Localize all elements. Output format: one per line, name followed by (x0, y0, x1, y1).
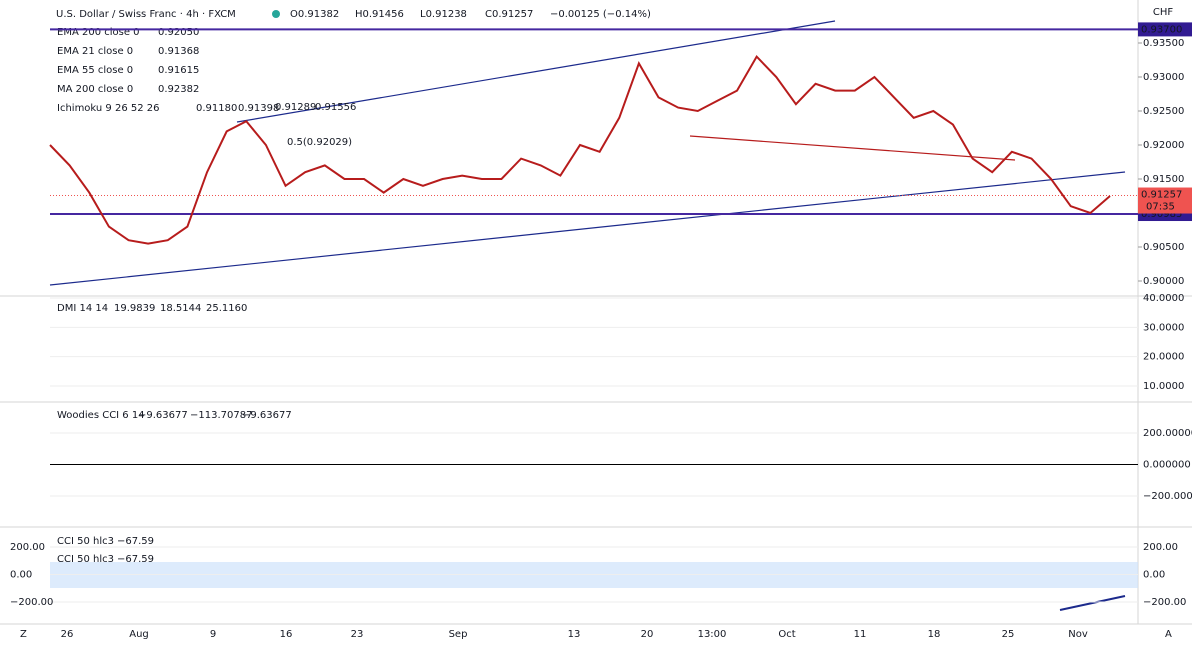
x-tick-label: 16 (280, 629, 293, 640)
fib-label: 0.5(0.92029) (287, 137, 352, 148)
legend-value: 0.91398 (238, 103, 279, 114)
ohlc: O0.91382 (290, 9, 339, 20)
y-tick-label: 200.000000 (1143, 428, 1192, 439)
y-tick-label: −200.00 (10, 597, 53, 608)
pane-value: −113.70787 (190, 410, 252, 421)
legend-value: 0.92050 (158, 27, 199, 38)
legend-name: EMA 55 close 0 (57, 65, 133, 76)
x-tick-label: 26 (61, 629, 74, 640)
y-tick-label: 0.00 (1143, 570, 1165, 581)
last-tag (1138, 187, 1192, 214)
last-price: 0.91257 (1141, 190, 1182, 201)
y-tick-label: 30.0000 (1143, 322, 1184, 333)
currency: CHF (1153, 7, 1174, 18)
level-label: 0.90985 (1141, 209, 1182, 220)
symbol: U.S. Dollar / Swiss Franc · 4h · FXCM (56, 9, 236, 20)
ohlc: L0.91238 (420, 9, 467, 20)
pane-title: CCI 50 hlc3 (57, 536, 114, 547)
pane-value: −9.63677 (138, 410, 188, 421)
pane-value: −9.63677 (242, 410, 292, 421)
legend-value: 0.91368 (158, 46, 199, 57)
legend-name: EMA 200 close 0 (57, 27, 140, 38)
y-tick-label: 200.00 (1143, 542, 1178, 553)
x-tick-label: 9 (210, 629, 216, 640)
x-tick-label: Nov (1068, 629, 1088, 640)
legend-value: 0.91615 (158, 65, 199, 76)
x-tick-label: 11 (854, 629, 867, 640)
y-tick-label: 200.00 (10, 542, 45, 553)
pane-title: Woodies CCI 6 14 (57, 410, 145, 421)
pane-value: −67.59 (117, 536, 154, 547)
x-tick-label: 23 (351, 629, 364, 640)
x-tick-label: 13:00 (698, 629, 727, 640)
trendline (1059, 595, 1126, 611)
x-tick-label: 20 (641, 629, 654, 640)
pane-value: 25.1160 (206, 303, 247, 314)
trendline (236, 20, 836, 123)
trendline (49, 171, 1126, 286)
fib-label: 0.91556 (315, 102, 356, 113)
icon: Z (20, 629, 27, 640)
legend-name: EMA 21 close 0 (57, 46, 133, 57)
y-tick-label: 20.0000 (1143, 352, 1184, 363)
legend-value: 0.91180 (196, 103, 237, 114)
legend-value: 0.92382 (158, 84, 199, 95)
y-tick-label: 0.00 (10, 570, 32, 581)
x-tick-label: 25 (1002, 629, 1015, 640)
x-tick-label: Aug (129, 629, 149, 640)
y-tick-label: 0.92500 (1143, 106, 1184, 117)
y-tick-label: 0.90000 (1143, 276, 1184, 287)
y-tick-label: 0.000000 (1143, 460, 1191, 471)
x-tick-label: Sep (449, 629, 468, 640)
level-tag (1138, 22, 1192, 37)
pane-title: DMI 14 14 (57, 303, 108, 314)
y-tick-label: −200.000000 (1143, 491, 1192, 502)
icon: A (1165, 629, 1172, 640)
y-tick-label: 0.93500 (1143, 38, 1184, 49)
x-tick-label: Oct (778, 629, 795, 640)
y-tick-label: 0.93000 (1143, 72, 1184, 83)
y-tick-label: 40.0000 (1143, 293, 1184, 304)
trendline (689, 135, 1016, 161)
legend-name: Ichimoku 9 26 52 26 (57, 103, 160, 114)
timer: 07:35 (1146, 202, 1175, 213)
legend-name: MA 200 close 0 (57, 84, 133, 95)
x-tick-label: 18 (928, 629, 941, 640)
pane-value: 19.9839 (114, 303, 155, 314)
pane-value: 18.5144 (160, 303, 201, 314)
y-tick-label: 0.92000 (1143, 140, 1184, 151)
y-tick-label: 0.90500 (1143, 242, 1184, 253)
change: −0.00125 (−0.14%) (550, 9, 651, 20)
level-label: 0.93700 (1141, 24, 1182, 35)
y-tick-label: −200.00 (1143, 597, 1186, 608)
x-tick-label: 13 (568, 629, 581, 640)
price-line (49, 54, 1111, 245)
ohlc: C0.91257 (485, 9, 533, 20)
y-tick-label: 10.0000 (1143, 381, 1184, 392)
ohlc: H0.91456 (355, 9, 404, 20)
y-tick-label: 0.91500 (1143, 174, 1184, 185)
pane-value: −67.59 (117, 554, 154, 565)
pane-title: CCI 50 hlc3 (57, 554, 114, 565)
fib-label: 0.91289 (275, 102, 316, 113)
status-dot (272, 10, 280, 18)
